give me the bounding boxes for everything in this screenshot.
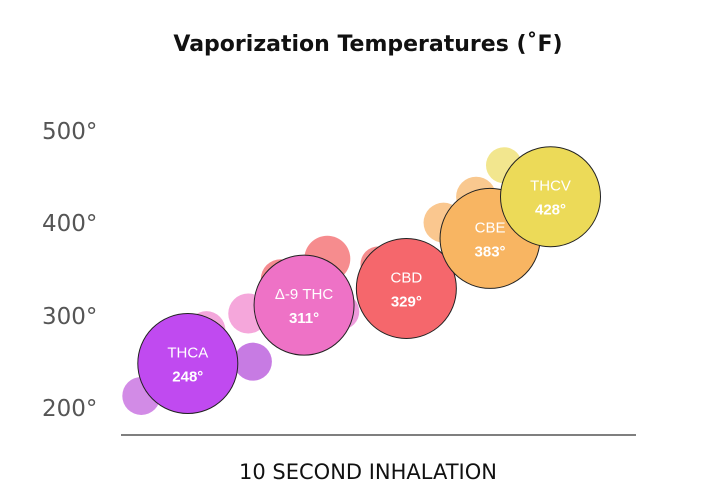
bubble-label: CBE <box>475 219 506 236</box>
bubble-label: Δ-9 THC <box>275 286 334 303</box>
bubble-value-label: 311° <box>289 310 319 327</box>
bubble-value-label: 248° <box>172 369 203 386</box>
bubble-value-label: 428° <box>535 202 566 219</box>
y-axis-ticks: 200° 300° 400° 500° <box>42 119 97 422</box>
data-point-2: CBD 329° <box>355 237 457 339</box>
data-bubble <box>137 313 239 415</box>
data-point-0: THCA 248° <box>137 313 239 415</box>
data-bubble <box>500 146 601 248</box>
y-tick-label: 200° <box>42 396 97 422</box>
bubble-label: CBD <box>391 269 423 286</box>
x-axis-label: 10 SECOND INHALATION <box>239 460 497 484</box>
bubble-label: THCV <box>530 178 571 195</box>
y-tick-label: 500° <box>42 119 97 145</box>
background-bubble <box>233 342 272 381</box>
chart-title: Vaporization Temperatures (˚F) <box>173 32 562 57</box>
data-bubbles: THCA 248° Δ-9 THC 311° CBD 329° CBE 383° THCV 428… <box>137 146 601 415</box>
data-bubble <box>355 237 457 339</box>
y-tick-label: 300° <box>42 304 97 330</box>
y-tick-label: 400° <box>42 211 97 237</box>
bubble-value-label: 329° <box>391 293 422 310</box>
bubble-value-label: 383° <box>475 243 506 260</box>
data-bubble <box>253 254 355 356</box>
bubble-label: THCA <box>167 345 208 362</box>
data-point-1: Δ-9 THC 311° <box>253 254 355 356</box>
data-point-4: THCV 428° <box>500 146 601 248</box>
